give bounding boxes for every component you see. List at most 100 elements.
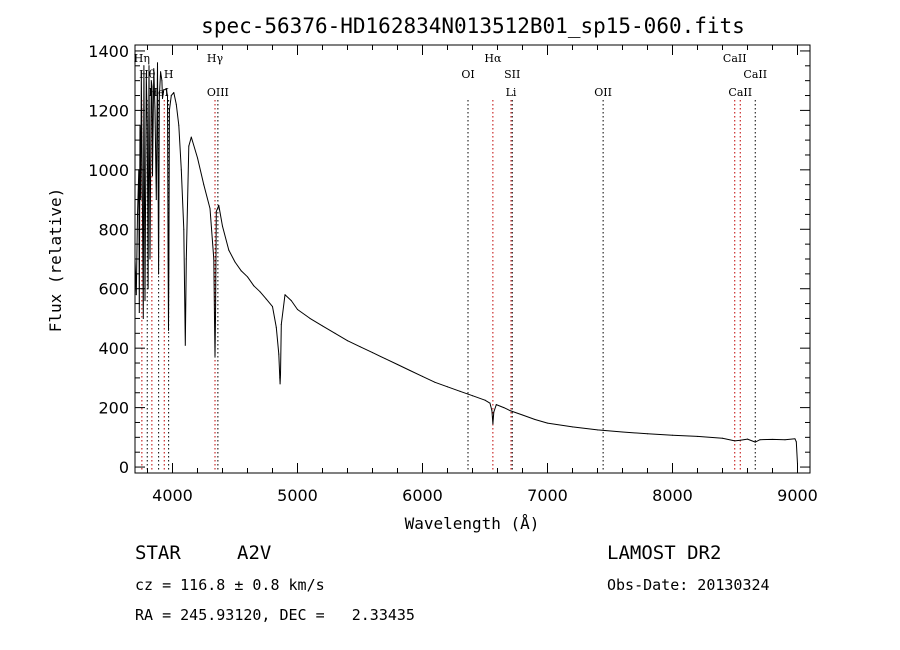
spectrum-point <box>142 210 143 212</box>
spectrum-point <box>447 386 448 388</box>
spectrum-point <box>322 325 323 327</box>
chart-title: spec-56376-HD162834N013512B01_sp15-060.f… <box>201 14 745 38</box>
spectrum-point <box>672 434 673 436</box>
spectral-line-label: OI <box>461 68 474 81</box>
spectrum-point <box>140 71 142 73</box>
spectrum-point <box>247 276 248 278</box>
spectrum-point <box>472 395 473 397</box>
spectrum-point <box>278 353 280 355</box>
x-tick-label: 4000 <box>152 486 193 505</box>
spectrum-point <box>147 288 149 290</box>
spectrum-point <box>489 402 491 404</box>
x-axis-ticks: 4000 5000 6000 7000 8000 9000 <box>147 45 818 505</box>
spectrum-point <box>647 433 648 435</box>
spectrum-point <box>150 80 152 82</box>
plot-frame <box>134 44 811 474</box>
spectral-line-label: SII <box>504 68 520 81</box>
x-tick-label: 7000 <box>527 486 568 505</box>
y-axis-ticks: 0 200 400 600 800 1000 1200 1400 <box>88 42 810 477</box>
spectrum-point <box>203 184 205 186</box>
spectrum-point <box>215 317 216 319</box>
spectrum-point <box>167 258 169 260</box>
spectrum-point <box>384 358 386 360</box>
spectrum-point <box>175 103 177 105</box>
spectrum-point <box>547 422 548 424</box>
spectrum-point <box>197 157 198 159</box>
spectrum-point <box>135 294 137 296</box>
spectrum-point <box>188 145 190 147</box>
x-tick-label: 8000 <box>652 486 693 505</box>
spectrum-point <box>163 89 165 91</box>
spectral-line-label: OII <box>594 86 612 99</box>
y-tick-label: 200 <box>98 399 129 418</box>
spectrum-point <box>795 441 797 443</box>
spectrum-point <box>218 205 220 206</box>
spectrum-point <box>280 374 281 376</box>
spectrum-point <box>234 261 236 263</box>
spectrum-point <box>275 326 277 328</box>
spectrum-point <box>157 62 158 64</box>
spectrum-point <box>183 228 185 230</box>
object-type: STAR <box>135 542 181 564</box>
spectrum-point <box>190 136 192 138</box>
spectrum-point <box>168 258 170 260</box>
spectrum-point <box>272 306 273 308</box>
spectrum-point <box>747 438 748 440</box>
spectral-line-label: Hη <box>134 52 150 65</box>
spectrum-point <box>459 390 461 392</box>
spectrum-point <box>397 364 398 366</box>
spectrum-point <box>290 300 292 302</box>
spectrum-point <box>259 291 261 293</box>
spectrum-point <box>522 414 523 416</box>
spectrum-point <box>184 344 186 346</box>
spectrum-point <box>492 423 494 425</box>
spectrum-point <box>495 404 497 406</box>
y-tick-label: 400 <box>98 339 129 358</box>
spectrum-point <box>161 80 163 82</box>
spectrum-point <box>168 329 169 331</box>
spectrum-point <box>162 98 163 99</box>
spectral-line-label: CaII <box>728 86 752 99</box>
spectrum-point <box>493 411 495 413</box>
spectrum-point <box>697 435 698 437</box>
spectrum-point <box>145 74 147 76</box>
spectrum-point <box>142 317 144 319</box>
spectrum-point <box>534 419 536 420</box>
spectral-line-label: Li <box>506 86 517 99</box>
spectrum-point <box>372 352 373 354</box>
spectrum-point <box>138 312 140 313</box>
spectrum-point <box>151 86 153 88</box>
spectral-subclass: A2V <box>237 542 272 564</box>
spectrum-point <box>794 438 796 440</box>
spectrum-point <box>422 375 423 377</box>
spectrum-point <box>214 317 215 319</box>
spectrum-point <box>297 309 298 311</box>
spectrum-point <box>409 369 411 371</box>
spectrum-point <box>754 441 756 443</box>
spectrum-point <box>180 169 182 171</box>
y-tick-label: 1400 <box>88 42 129 61</box>
spectral-line-label: H <box>164 68 174 81</box>
y-tick-label: 1000 <box>88 161 129 180</box>
spectrum-point <box>228 249 230 251</box>
spectrum-point <box>253 285 255 287</box>
spectrum-point <box>265 298 267 300</box>
x-tick-label: 9000 <box>777 486 818 505</box>
spectral-line-label: Hθ <box>139 68 156 81</box>
x-tick-label: 5000 <box>277 486 318 505</box>
spectrum-point <box>240 270 242 272</box>
spectrum-point <box>148 65 150 67</box>
spectrum-point <box>173 92 175 94</box>
spectrum-point <box>280 323 282 325</box>
spectrum-point <box>734 440 736 442</box>
spectrum-point <box>772 438 773 440</box>
spectrum-point <box>279 383 281 385</box>
spectrum-point <box>572 426 573 428</box>
spectrum-point <box>284 294 286 296</box>
spectral-line-label: Hγ <box>207 52 224 65</box>
x-axis-label: Wavelength (Å) <box>405 514 540 533</box>
spectrum-point <box>170 95 172 97</box>
x-tick-label: 6000 <box>402 486 443 505</box>
